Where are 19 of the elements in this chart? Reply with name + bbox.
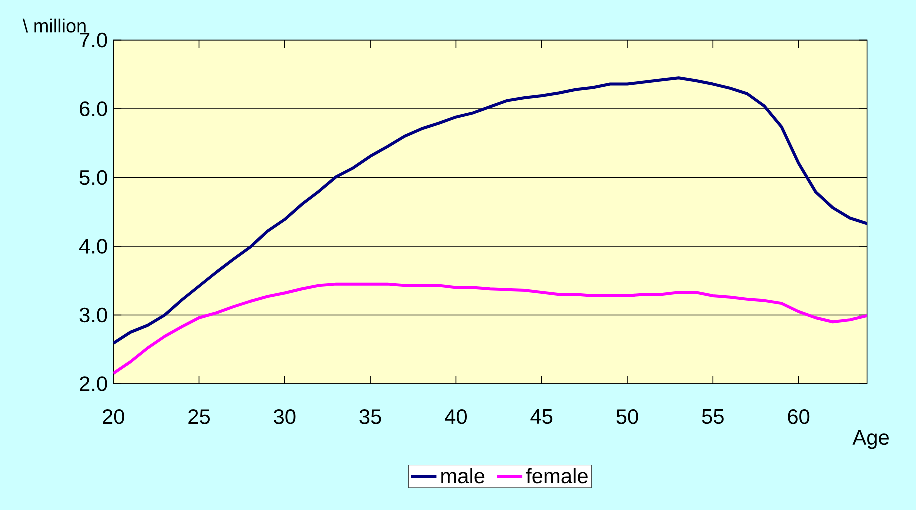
y-tick-label: 4.0 xyxy=(79,239,108,254)
y-tick-label: 5.0 xyxy=(80,170,108,186)
legend-label: male xyxy=(442,468,485,484)
y-tick-label: 2.0 xyxy=(80,376,108,392)
x-tick-label: 55 xyxy=(702,410,724,424)
x-tick-label: 60 xyxy=(788,410,810,424)
x-axis-title: Age xyxy=(852,430,889,450)
x-tick-label: 35 xyxy=(360,410,382,424)
y-tick-label: 3.0 xyxy=(80,308,108,323)
x-tick-label: 40 xyxy=(445,410,468,424)
y-axis-title: \ million xyxy=(22,18,86,33)
x-tick-label: 45 xyxy=(530,410,553,424)
x-tick-label: 30 xyxy=(274,410,296,424)
x-tick-label: 25 xyxy=(188,410,210,424)
x-tick-label: 20 xyxy=(103,410,124,424)
y-tick-label: 7.0 xyxy=(80,32,108,48)
legend-label: female xyxy=(526,468,588,484)
y-tick-label: 6.0 xyxy=(80,102,108,116)
x-tick-label: 50 xyxy=(616,410,638,424)
